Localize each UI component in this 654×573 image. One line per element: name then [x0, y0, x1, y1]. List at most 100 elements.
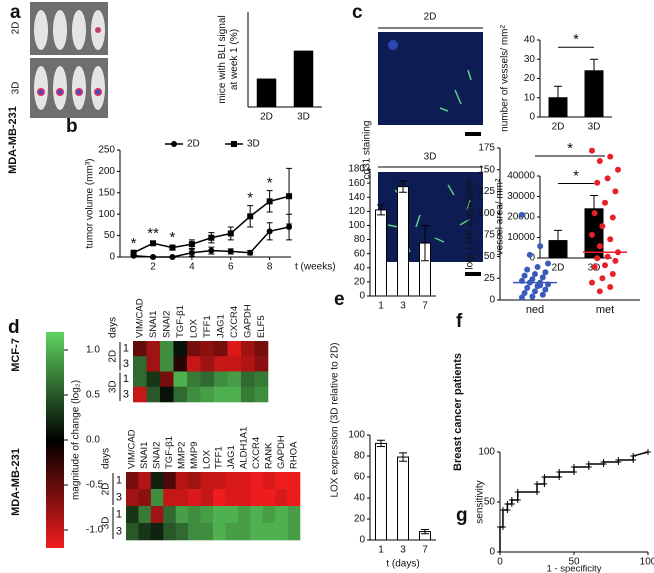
- heatmap-cell: [262, 506, 276, 524]
- marker: [266, 198, 273, 205]
- heatmap-cell: [213, 506, 226, 524]
- significance-label: *: [573, 31, 579, 48]
- error-bar: [421, 224, 429, 262]
- heatmap-cell: [287, 523, 301, 541]
- heatmap-cell: [138, 489, 152, 507]
- legend-label: 3D: [247, 139, 260, 150]
- y-tick-label: 20: [354, 514, 366, 525]
- heatmap-cell: [254, 371, 269, 388]
- heatmap-cell: [187, 341, 201, 357]
- error-bar: [377, 204, 385, 216]
- y-tick-label: 40: [354, 262, 366, 273]
- heatmap-cell: [150, 472, 164, 490]
- marker: [247, 249, 254, 256]
- y-tick-label: 0: [109, 252, 115, 263]
- marker: [508, 497, 515, 503]
- heatmap-cell: [275, 506, 288, 524]
- marker: [600, 459, 607, 465]
- y-tick-label: 40000: [507, 171, 535, 182]
- column-label: LOX: [201, 449, 212, 469]
- heatmap-cell: [160, 386, 174, 403]
- heatmap-cell: [254, 341, 269, 357]
- heatmap-cell: [175, 506, 189, 524]
- x-tick-label: 0: [497, 557, 503, 568]
- point: [532, 288, 538, 295]
- significance-label: *: [573, 167, 579, 184]
- heatmap-cell: [225, 489, 239, 507]
- marker: [247, 213, 254, 220]
- point: [542, 269, 549, 276]
- row-header: days: [101, 448, 112, 469]
- point: [532, 270, 538, 277]
- point: [596, 158, 603, 165]
- point: [529, 293, 536, 300]
- x-tick-label: 8: [267, 262, 273, 273]
- point: [607, 283, 614, 290]
- heatmap-cell: [146, 386, 161, 403]
- marker: [499, 524, 506, 530]
- heatmap-cell: [275, 489, 288, 507]
- heatmap-cell: [237, 472, 251, 490]
- y-axis-label: number of vessels/ mm²: [500, 24, 511, 131]
- heatmap-cell: [138, 523, 152, 541]
- marker: [556, 469, 563, 475]
- point: [599, 275, 606, 282]
- y-axis-label: tumor volume (mm³): [85, 158, 96, 248]
- y-tick-label: 0: [359, 291, 365, 302]
- heatmap-cell: [250, 472, 264, 490]
- heatmap-cell: [237, 506, 251, 524]
- point: [596, 243, 603, 250]
- heatmap-cell: [225, 472, 239, 490]
- y-tick-label: 100: [478, 447, 495, 458]
- marker: [208, 247, 215, 254]
- y-tick-label: 150: [478, 164, 495, 175]
- heatmap-cell: [160, 356, 174, 372]
- heatmap-cell: [262, 472, 276, 490]
- heatmap-cell: [200, 489, 214, 507]
- y-tick-label: 0: [489, 295, 495, 306]
- annotation: *: [170, 229, 176, 246]
- x-axis-label: t (weeks): [295, 262, 336, 273]
- marker: [571, 464, 577, 470]
- column-label: RANK: [263, 442, 274, 469]
- legend-marker: [171, 141, 177, 147]
- heatmap-cell: [241, 386, 255, 403]
- colorbar-tick-label: -1.0: [86, 525, 104, 536]
- y-tick-label: 40: [524, 35, 536, 46]
- x-tick-label: 2D: [260, 112, 273, 123]
- marker: [286, 193, 293, 200]
- y-tick-label: 10: [524, 92, 536, 103]
- error-bar: [399, 452, 407, 462]
- x-tick-label: 3: [400, 301, 406, 312]
- marker: [169, 244, 176, 251]
- y-tick-label: 0: [529, 253, 535, 264]
- heatmap-cell: [241, 356, 255, 372]
- heatmap-cell: [227, 386, 242, 403]
- y-tick-label: 160: [348, 178, 365, 189]
- row-group-label: 3D: [108, 380, 119, 393]
- row-label: 3: [116, 525, 122, 537]
- heatmap-cell: [200, 506, 214, 524]
- panel-letter: c: [352, 2, 363, 23]
- marker: [130, 249, 137, 256]
- heatmap-cell: [187, 371, 201, 388]
- row-group-label: 3D: [101, 517, 112, 530]
- point: [591, 263, 598, 270]
- heatmap-cell: [173, 386, 188, 403]
- point: [537, 282, 544, 289]
- row-group-label: 2D: [108, 350, 119, 363]
- column-label: CXCR4: [229, 306, 240, 338]
- marker: [497, 549, 503, 555]
- colorbar: [46, 332, 64, 548]
- heatmap-cell: [275, 472, 288, 490]
- y-tick-label: 40: [354, 493, 366, 504]
- heatmap-cell: [138, 472, 152, 490]
- column-label: MMP2: [176, 442, 187, 469]
- heatmap-cell: [160, 371, 174, 388]
- x-tick-label: ned: [526, 304, 544, 316]
- point: [521, 272, 528, 279]
- point: [594, 255, 601, 262]
- heatmap-cell: [173, 356, 188, 372]
- marker: [630, 453, 637, 459]
